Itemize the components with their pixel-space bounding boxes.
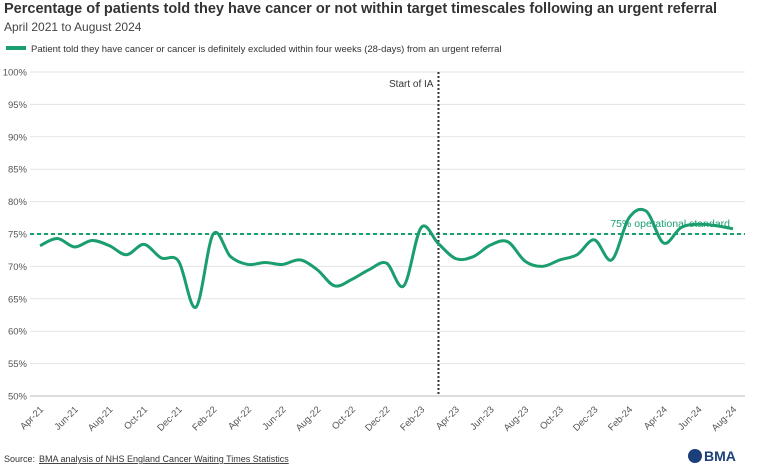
y-tick-label: 50% [8,392,28,403]
x-tick-label: Dec-23 [571,404,600,433]
annotation-label: Start of IA [389,79,434,90]
reference-label: 75% operational standard [610,218,730,230]
x-tick-label: Apr-21 [18,404,46,432]
x-tick-label: Apr-22 [226,404,254,432]
x-tick-label: Aug-21 [86,404,115,433]
logo-icon [688,449,702,463]
y-tick-label: 55% [8,359,28,370]
x-tick-label: Jun-23 [468,404,496,432]
x-tick-label: Feb-22 [190,404,219,433]
logo: BMA [704,448,736,464]
x-tick-label: Dec-22 [363,404,392,433]
x-tick-label: Oct-21 [122,404,150,432]
x-tick-label: Aug-24 [710,404,739,433]
x-tick-label: Oct-23 [538,404,566,432]
x-tick-label: Aug-23 [502,404,531,433]
x-tick-label: Feb-23 [398,404,427,433]
y-tick-label: 60% [8,327,28,338]
x-tick-label: Oct-22 [330,404,358,432]
source-prefix: Source: [4,454,35,464]
legend-label: Patient told they have cancer or cancer … [31,44,501,55]
x-tick-label: Feb-24 [606,404,635,433]
source-link[interactable]: BMA analysis of NHS England Cancer Waiti… [39,454,289,464]
x-tick-label: Apr-23 [434,404,462,432]
y-tick-label: 65% [8,294,28,305]
series-line [39,207,734,309]
x-tick-label: Jun-21 [52,404,80,432]
y-tick-label: 90% [8,132,28,143]
y-tick-label: 70% [8,262,28,273]
y-tick-label: 80% [8,197,28,208]
x-tick-label: Apr-24 [642,404,670,432]
x-tick-label: Aug-22 [294,404,323,433]
chart-title: Percentage of patients told they have ca… [4,1,717,17]
x-tick-label: Dec-21 [155,404,184,433]
y-tick-label: 85% [8,165,28,176]
chart-subtitle: April 2021 to August 2024 [4,20,142,34]
y-tick-label: 100% [3,68,28,79]
y-tick-label: 75% [8,230,28,241]
x-tick-label: Jun-24 [676,404,704,432]
y-tick-label: 95% [8,100,28,111]
x-tick-label: Jun-22 [260,404,288,432]
